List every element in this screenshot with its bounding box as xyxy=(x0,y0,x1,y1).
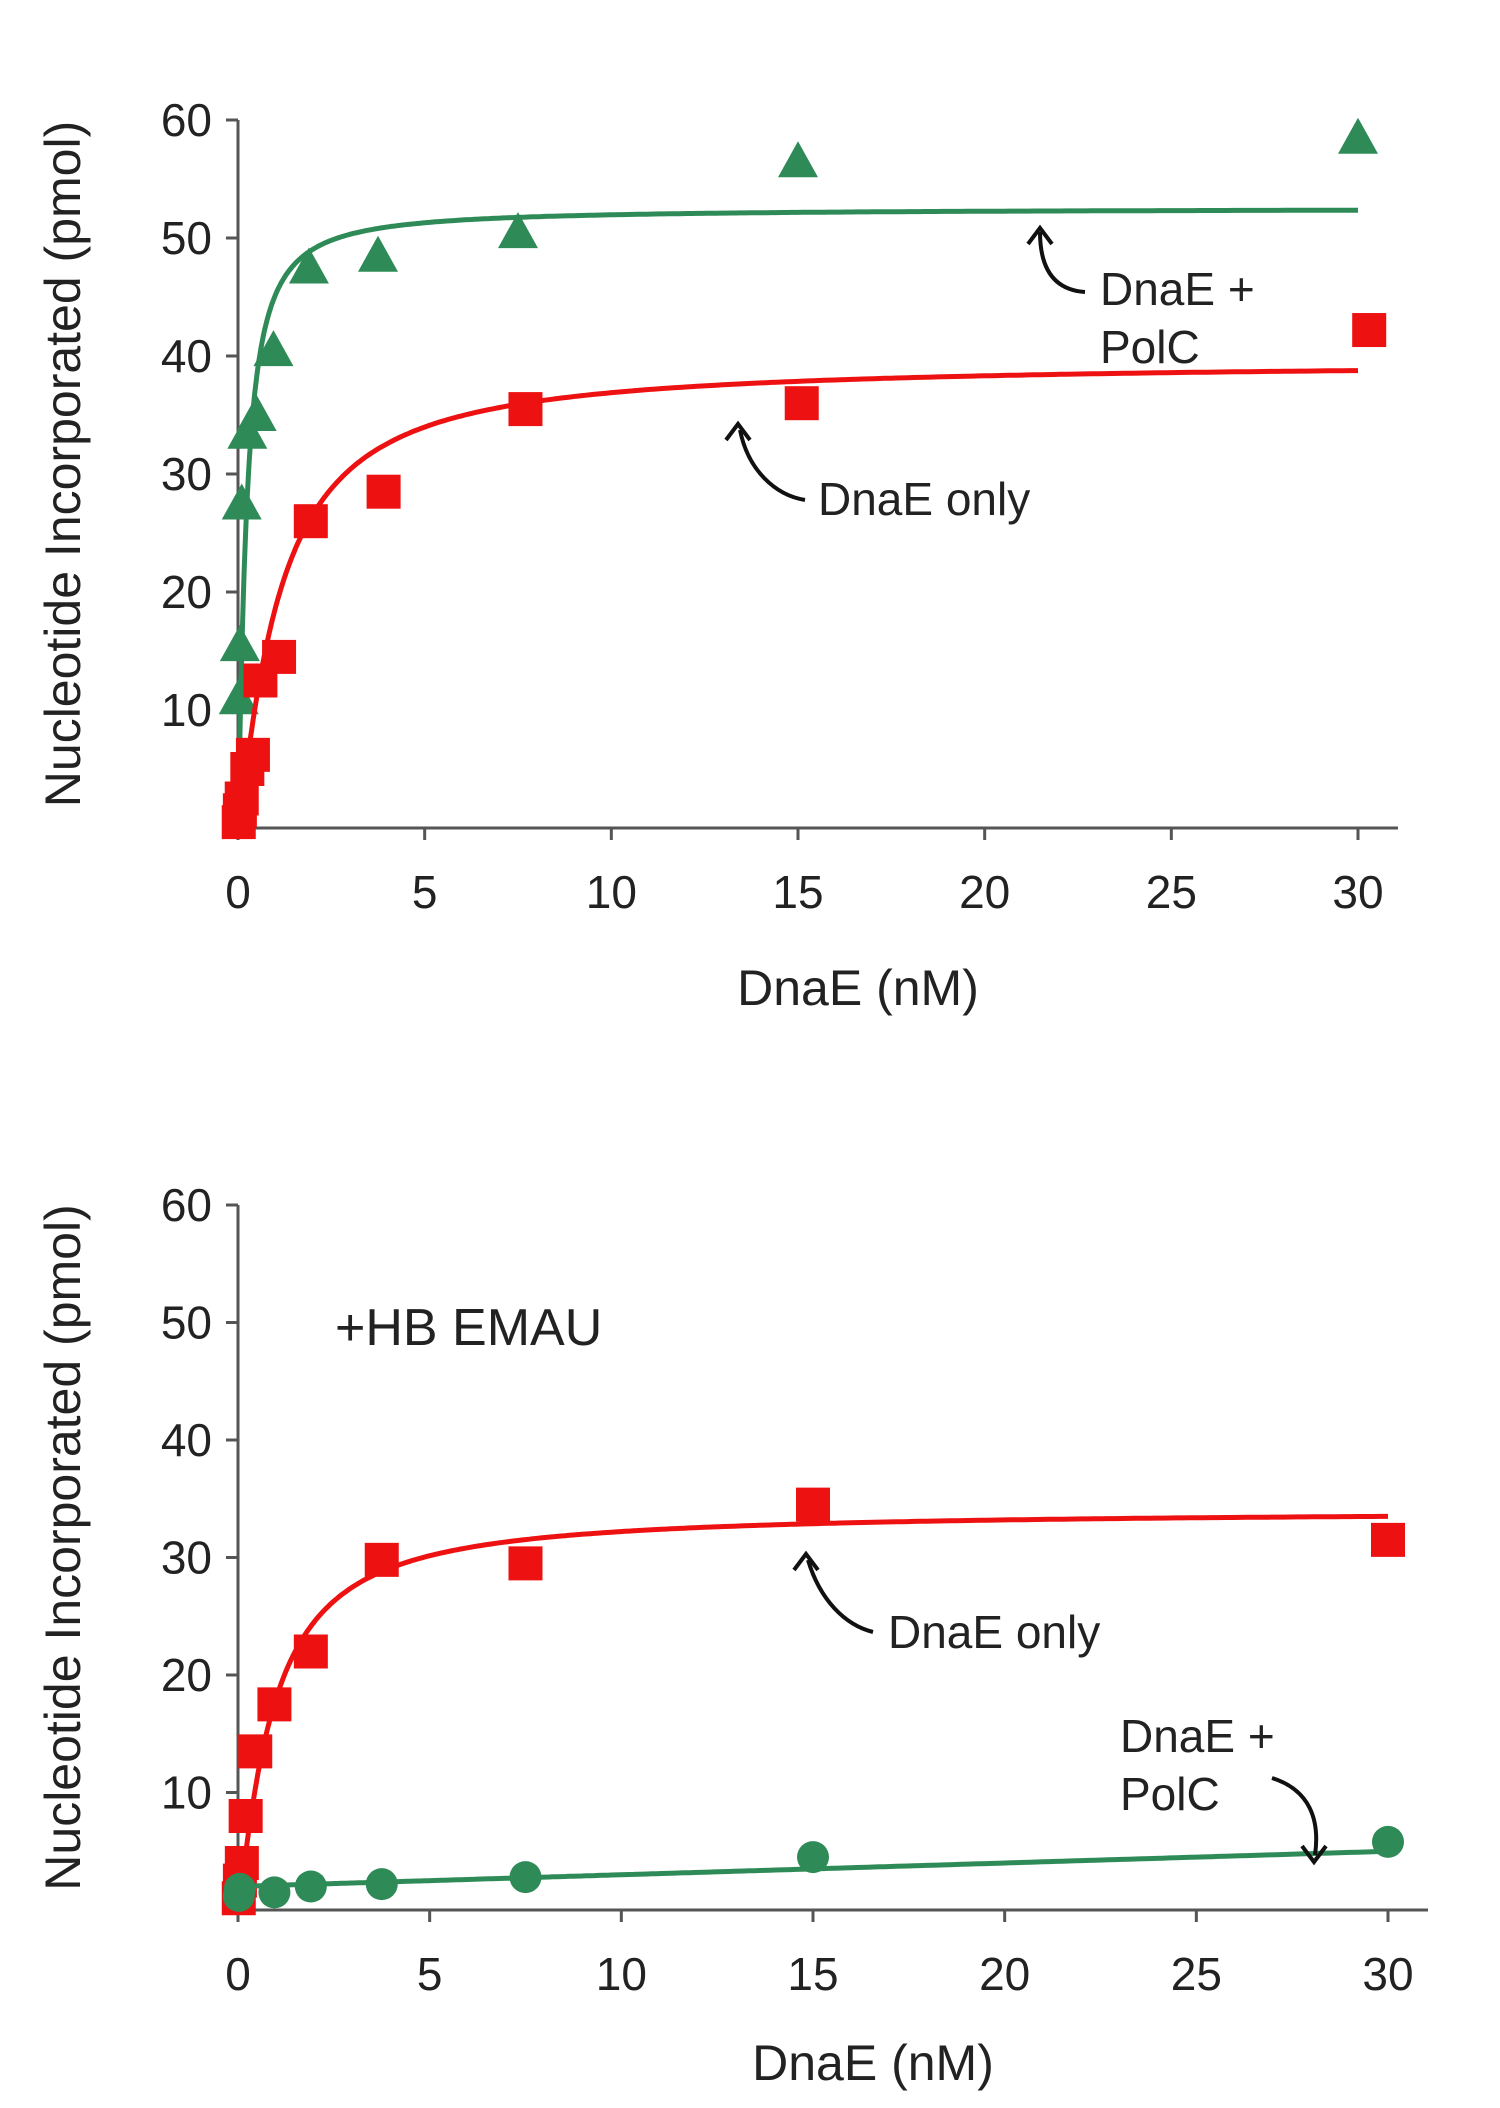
x-axis-title: DnaE (nM) xyxy=(737,960,979,1016)
data-point-dnae_only xyxy=(235,737,270,772)
data-point-dnae_polc xyxy=(778,141,818,178)
y-tick-label: 60 xyxy=(161,94,212,146)
annotation-arrowhead-only xyxy=(724,420,752,442)
annotation-only: DnaE only xyxy=(818,473,1030,525)
data-point-dnae_only xyxy=(293,504,328,539)
annotation-arrow-polc xyxy=(1038,231,1086,294)
x-tick-label: 20 xyxy=(979,1948,1030,2000)
data-point-dnae_only xyxy=(228,1799,263,1833)
annotation-arrow-polc xyxy=(1271,1776,1319,1856)
data-point-dnae_only xyxy=(262,639,297,674)
data-point-dnae_polc xyxy=(258,1876,291,1909)
data-point-dnae_polc xyxy=(253,330,294,367)
annotation-arrowhead-polc xyxy=(1300,1844,1328,1866)
x-tick-label: 25 xyxy=(1171,1948,1222,2000)
y-tick-label: 30 xyxy=(161,448,212,500)
x-tick-label: 30 xyxy=(1362,1948,1413,2000)
y-tick-label: 50 xyxy=(161,212,212,264)
y-axis-title: Nucleotide Incorporated (pmol) xyxy=(35,121,91,807)
data-point-dnae_only xyxy=(1352,313,1387,348)
data-point-dnae_polc xyxy=(294,1870,327,1903)
data-point-dnae_only xyxy=(508,1546,543,1581)
annotation-polc: DnaE + PolC xyxy=(1120,1710,1275,1820)
annotation-arrowhead-only xyxy=(792,1550,820,1572)
chart-panel-2: 10 20 30 40 50 60 0 5 10 15 20 25 30 DnaE (nM) Nucleot… xyxy=(35,1179,1428,2091)
data-point-dnae_only xyxy=(784,386,819,421)
y-tick-label: 20 xyxy=(161,566,212,618)
data-point-dnae_only xyxy=(238,1734,273,1769)
annotation-arrow-only xyxy=(806,1559,874,1634)
data-point-dnae_polc xyxy=(236,395,277,431)
data-point-dnae_polc xyxy=(221,483,262,520)
x-tick-label: 10 xyxy=(596,1948,647,2000)
y-tick-label: 30 xyxy=(161,1532,212,1584)
data-point-dnae_polc xyxy=(223,1872,256,1905)
data-point-dnae_polc xyxy=(358,235,398,272)
data-point-dnae_polc xyxy=(288,247,329,284)
data-point-dnae_only xyxy=(257,1687,292,1722)
x-tick-label: 30 xyxy=(1332,866,1383,918)
data-point-dnae_polc xyxy=(365,1868,398,1901)
panel-label: +HB EMAU xyxy=(335,1299,602,1357)
data-point-dnae_only xyxy=(293,1634,328,1669)
data-point-dnae_polc xyxy=(218,678,259,715)
annotation-only: DnaE only xyxy=(888,1606,1100,1658)
x-tick-label: 0 xyxy=(225,1948,251,2000)
annotation-polc: DnaE + PolC xyxy=(1100,263,1255,373)
data-point-dnae_only xyxy=(1371,1522,1405,1557)
data-point-dnae_polc xyxy=(1338,117,1378,154)
x-tick-label: 20 xyxy=(959,866,1010,918)
y-tick-label: 20 xyxy=(161,1649,212,1701)
data-point-dnae_polc xyxy=(219,625,260,662)
data-point-dnae_only xyxy=(224,781,259,816)
annotation-arrow-only xyxy=(738,429,806,502)
data-point-dnae_polc xyxy=(797,1841,829,1874)
x-tick-label: 5 xyxy=(417,1948,443,2000)
data-point-dnae_only xyxy=(508,392,543,427)
x-tick-label: 10 xyxy=(586,866,637,918)
y-tick-label: 40 xyxy=(161,1414,212,1466)
fit-line-dnae_only xyxy=(235,368,1358,829)
annotation-arrowhead-polc xyxy=(1026,224,1054,246)
y-tick-label: 60 xyxy=(161,1179,212,1231)
y-tick-label: 50 xyxy=(161,1297,212,1349)
x-tick-label: 25 xyxy=(1146,866,1197,918)
y-axis-title: Nucleotide Incorporated (pmol) xyxy=(35,1204,91,1890)
x-tick-label: 5 xyxy=(412,866,438,918)
data-point-dnae_polc xyxy=(509,1861,542,1894)
x-tick-label: 0 xyxy=(225,866,251,918)
data-point-dnae_only xyxy=(796,1487,830,1522)
x-tick-label: 15 xyxy=(787,1948,838,2000)
data-point-dnae_polc xyxy=(498,212,538,249)
x-tick-label: 15 xyxy=(772,866,823,918)
y-tick-label: 40 xyxy=(161,330,212,382)
data-point-dnae_polc xyxy=(1372,1825,1404,1858)
data-point-dnae_only xyxy=(366,474,401,509)
y-tick-label: 10 xyxy=(161,684,212,736)
y-tick-label: 10 xyxy=(161,1767,212,1819)
data-point-dnae_only xyxy=(364,1542,399,1577)
chart-panel-1: 10 20 30 40 50 60 0 5 10 15 20 25 30 DnaE (nM) Nucleot… xyxy=(35,94,1398,1016)
x-axis-title: DnaE (nM) xyxy=(752,2035,994,2091)
